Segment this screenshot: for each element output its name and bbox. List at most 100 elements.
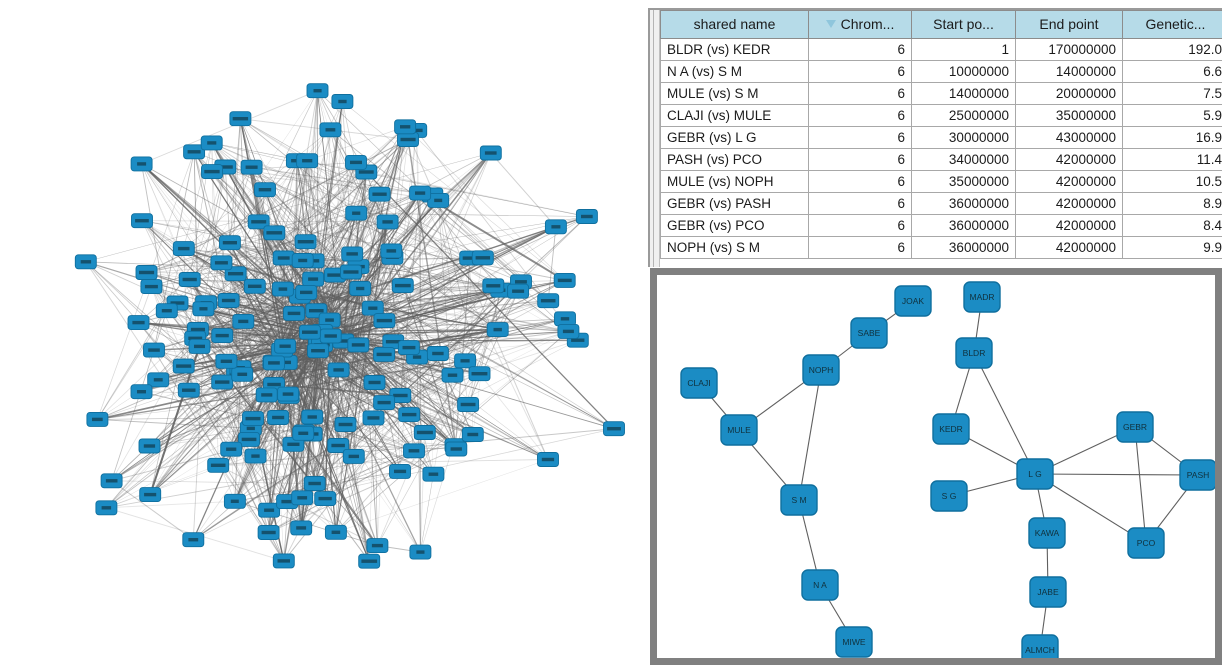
cell-genetic[interactable]: 7.5 xyxy=(1122,82,1222,105)
main-edge[interactable] xyxy=(211,171,439,354)
main-node[interactable] xyxy=(298,324,321,340)
main-node[interactable] xyxy=(178,272,201,287)
main-network-canvas[interactable] xyxy=(0,0,648,669)
detail-node-shape[interactable] xyxy=(1127,527,1165,559)
detail-node[interactable]: ALMCH xyxy=(1021,634,1059,658)
main-edge[interactable] xyxy=(149,194,380,447)
main-edge[interactable] xyxy=(305,162,357,242)
main-edge[interactable] xyxy=(318,216,588,344)
main-edge[interactable] xyxy=(306,292,569,332)
main-edge[interactable] xyxy=(194,162,357,339)
main-edge[interactable] xyxy=(314,216,588,484)
table-row[interactable]: NOPH (vs) S M 6 36000000 42000000 9.9 xyxy=(660,236,1222,259)
main-node[interactable] xyxy=(373,346,396,362)
main-edge[interactable] xyxy=(194,338,270,511)
cell-chromosome[interactable]: 6 xyxy=(808,38,912,61)
main-edge[interactable] xyxy=(338,445,457,450)
cell-start_point[interactable]: 35000000 xyxy=(911,170,1016,193)
main-node[interactable] xyxy=(255,387,278,403)
main-edge[interactable] xyxy=(111,480,315,484)
main-edge[interactable] xyxy=(195,318,566,339)
main-node[interactable] xyxy=(74,254,97,270)
main-edge[interactable] xyxy=(306,160,385,321)
detail-node-shape[interactable] xyxy=(1116,411,1154,443)
main-node[interactable] xyxy=(147,372,170,388)
main-edge[interactable] xyxy=(85,261,285,562)
main-node[interactable] xyxy=(86,411,109,427)
detail-node[interactable]: JABE xyxy=(1029,576,1067,608)
main-node[interactable] xyxy=(544,219,567,235)
main-edge[interactable] xyxy=(311,329,498,435)
main-node[interactable] xyxy=(422,466,445,482)
main-node[interactable] xyxy=(426,346,449,361)
main-node[interactable] xyxy=(441,367,464,383)
main-node[interactable] xyxy=(130,156,153,172)
main-node[interactable] xyxy=(272,250,295,266)
main-node[interactable] xyxy=(139,487,162,503)
main-edge[interactable] xyxy=(211,142,421,194)
main-node[interactable] xyxy=(127,315,150,331)
main-edge[interactable] xyxy=(318,152,492,344)
cell-chromosome[interactable]: 6 xyxy=(808,148,912,171)
main-edge[interactable] xyxy=(106,362,287,509)
main-node[interactable] xyxy=(223,493,246,509)
main-edge[interactable] xyxy=(230,162,357,450)
cell-end_point[interactable]: 14000000 xyxy=(1015,60,1123,83)
detail-node[interactable]: KAWA xyxy=(1028,517,1066,549)
main-node[interactable] xyxy=(238,431,260,447)
main-edge[interactable] xyxy=(235,126,406,275)
main-node[interactable] xyxy=(486,322,509,338)
main-node[interactable] xyxy=(482,278,505,294)
main-edge[interactable] xyxy=(211,142,587,217)
main-node[interactable] xyxy=(345,154,367,170)
main-node[interactable] xyxy=(457,397,480,412)
main-edge[interactable] xyxy=(106,193,380,509)
main-edge[interactable] xyxy=(437,339,578,354)
cell-end_point[interactable]: 42000000 xyxy=(1015,192,1123,215)
table-header-start_point[interactable]: Start po... xyxy=(911,10,1016,39)
main-node[interactable] xyxy=(192,301,215,317)
main-node[interactable] xyxy=(143,342,165,358)
main-edge[interactable] xyxy=(221,193,380,264)
cell-end_point[interactable]: 42000000 xyxy=(1015,148,1123,171)
main-node[interactable] xyxy=(361,300,384,316)
main-edge[interactable] xyxy=(345,126,406,425)
table-row[interactable]: GEBR (vs) L G 6 30000000 43000000 16.9 xyxy=(660,126,1222,149)
main-edge[interactable] xyxy=(193,151,410,415)
main-node[interactable] xyxy=(295,284,318,300)
main-edge[interactable] xyxy=(329,139,409,321)
table-row[interactable]: MULE (vs) NOPH 6 35000000 42000000 10.5 xyxy=(660,170,1222,193)
main-node[interactable] xyxy=(200,135,223,151)
main-node[interactable] xyxy=(95,500,118,516)
main-edge[interactable] xyxy=(192,417,279,540)
main-edge[interactable] xyxy=(97,126,406,420)
main-edge[interactable] xyxy=(151,286,269,533)
cell-shared_name[interactable]: GEBR (vs) PCO xyxy=(660,214,809,237)
main-edge[interactable] xyxy=(205,302,339,371)
main-edge[interactable] xyxy=(240,118,359,346)
main-node[interactable] xyxy=(232,313,255,329)
main-node[interactable] xyxy=(290,520,313,536)
table-header-shared_name[interactable]: shared name xyxy=(660,10,809,39)
main-edge[interactable] xyxy=(316,310,569,332)
main-edge[interactable] xyxy=(141,220,288,363)
main-edge[interactable] xyxy=(316,310,549,460)
main-edge[interactable] xyxy=(222,335,473,435)
main-edge[interactable] xyxy=(479,373,549,460)
main-edge[interactable] xyxy=(235,273,304,434)
main-edge[interactable] xyxy=(306,126,406,162)
main-edge[interactable] xyxy=(368,417,374,562)
main-node[interactable] xyxy=(244,448,267,464)
main-edge[interactable] xyxy=(189,90,318,280)
main-node[interactable] xyxy=(358,553,381,569)
main-edge[interactable] xyxy=(258,221,565,281)
main-edge[interactable] xyxy=(141,220,353,255)
main-node[interactable] xyxy=(303,476,326,491)
main-edge[interactable] xyxy=(305,160,308,242)
main-edge[interactable] xyxy=(237,354,385,374)
cell-end_point[interactable]: 35000000 xyxy=(1015,104,1123,127)
main-edge[interactable] xyxy=(335,266,359,533)
main-edge[interactable] xyxy=(183,365,339,371)
main-edge[interactable] xyxy=(317,152,492,351)
cell-chromosome[interactable]: 6 xyxy=(808,236,912,259)
